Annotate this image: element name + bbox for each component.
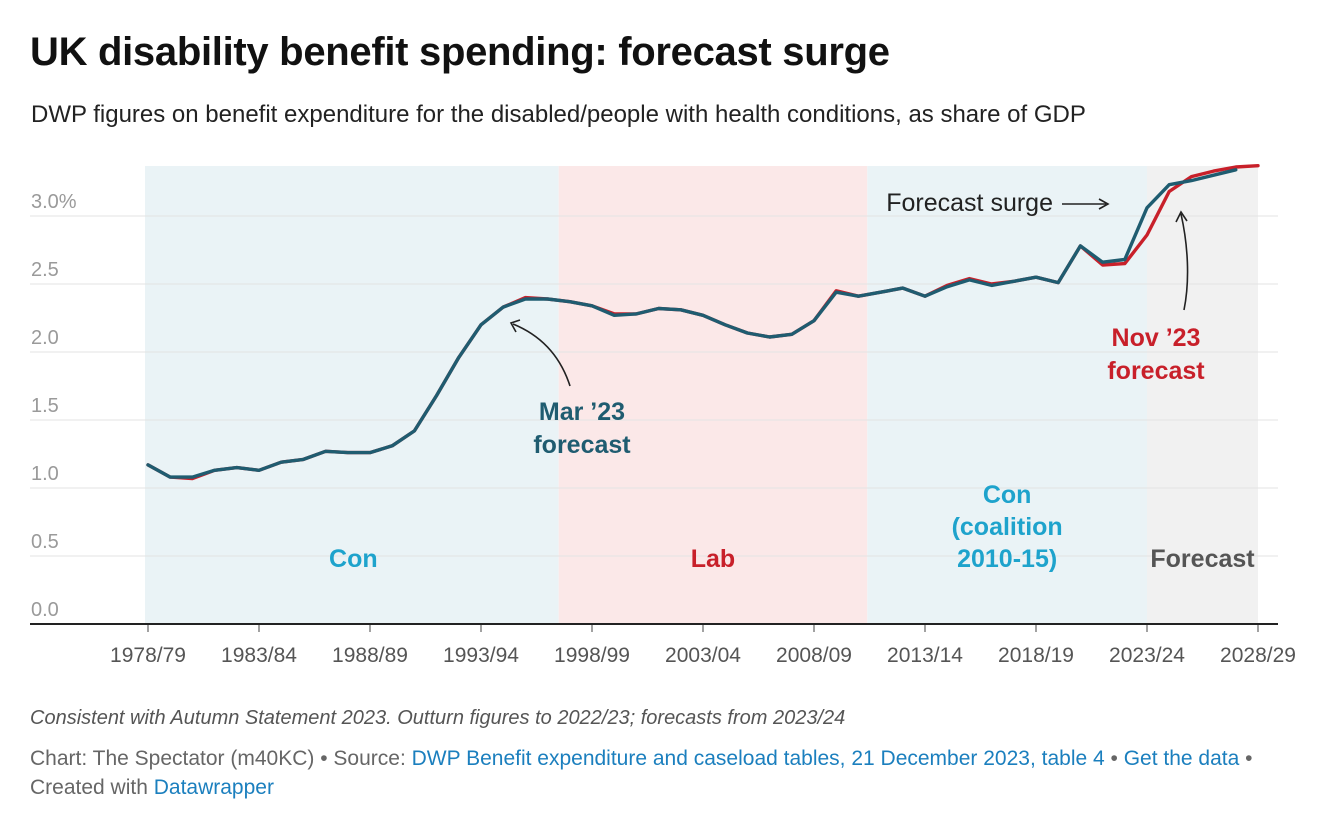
- band-label: Lab: [691, 545, 735, 573]
- gridlines: [30, 215, 1278, 625]
- x-tick-label: 2018/19: [998, 644, 1074, 667]
- x-tick-label: 2003/04: [665, 644, 741, 667]
- arrow-surge-head: [1098, 198, 1110, 210]
- credits-prefix: Chart: The Spectator (m40KC) • Source:: [30, 747, 412, 770]
- band-lab: [558, 166, 868, 625]
- arrow-mar23-head: [509, 319, 521, 333]
- period-labels: Con Lab Con (coalition 2010-15) Forecast: [329, 481, 1255, 573]
- y-tick-label: 1.5: [31, 395, 59, 417]
- annotation-surge: Forecast surge: [886, 189, 1053, 217]
- x-tick-label: 1983/84: [221, 644, 297, 667]
- chart-title: UK disability benefit spending: forecast…: [30, 30, 890, 74]
- x-tick-label: 1998/99: [554, 644, 630, 667]
- band-con: [867, 166, 1147, 625]
- band-label: 2010-15): [957, 545, 1057, 573]
- y-axis-ticks: 0.0 0.5 1.0 1.5 2.0 2.5 3.0%: [31, 191, 77, 621]
- x-tick-label: 1978/79: [110, 644, 186, 667]
- get-data-link[interactable]: Get the data: [1123, 747, 1240, 770]
- y-tick-label: 1.0: [31, 463, 59, 485]
- x-tick-label: 1993/94: [443, 644, 519, 667]
- line-chart: 0.0 0.5 1.0 1.5 2.0 2.5 3.0% 1978/79 1983/84 198…: [30, 163, 1296, 667]
- chart-subtitle: DWP figures on benefit expenditure for t…: [31, 101, 1086, 128]
- band-label: Con: [329, 545, 378, 573]
- source-link[interactable]: DWP Benefit expenditure and caseload tab…: [411, 747, 1105, 770]
- series-line: [146, 168, 1238, 479]
- band-con: [145, 166, 559, 625]
- annotation-nov23: Nov ’23: [1112, 324, 1201, 352]
- x-axis-ticks: 1978/79 1983/84 1988/89 1993/94 1998/99 2003/…: [110, 625, 1296, 667]
- chart-credits: Chart: The Spectator (m40KC) • Source: D…: [30, 744, 1310, 802]
- arrow-nov23-head: [1175, 210, 1188, 223]
- band-forecast: [1147, 166, 1258, 625]
- annotation-mar23: Mar ’23: [539, 398, 625, 426]
- y-tick-label: 3.0%: [31, 191, 77, 213]
- arrow-mar23: [512, 323, 571, 387]
- annotations: Mar ’23 forecast Nov ’23 forecast Forecast s…: [509, 189, 1205, 459]
- y-tick-label: 2.5: [31, 259, 59, 281]
- datawrapper-link[interactable]: Datawrapper: [153, 776, 274, 799]
- arrow-nov23: [1180, 213, 1189, 311]
- y-tick-label: 0.0: [31, 599, 59, 621]
- credits-separator: •: [1104, 747, 1124, 770]
- x-tick-label: 2023/24: [1109, 644, 1185, 667]
- period-bands: [145, 166, 1258, 625]
- x-tick-label: 1988/89: [332, 644, 408, 667]
- x-tick-label: 2013/14: [887, 644, 963, 667]
- created-with-text: • Created with: [30, 747, 1253, 799]
- y-tick-label: 2.0: [31, 327, 59, 349]
- y-tick-label: 0.5: [31, 531, 59, 553]
- band-label: (coalition: [952, 513, 1063, 541]
- band-label: Forecast: [1150, 545, 1255, 573]
- annotation-nov23: forecast: [1107, 357, 1205, 385]
- x-tick-label: 2008/09: [776, 644, 852, 667]
- x-tick-label: 2028/29: [1220, 644, 1296, 667]
- annotation-mar23: forecast: [533, 431, 631, 459]
- series-lines: [146, 163, 1260, 481]
- band-label: Con: [983, 481, 1032, 509]
- chart-notes: Consistent with Autumn Statement 2023. O…: [30, 707, 846, 729]
